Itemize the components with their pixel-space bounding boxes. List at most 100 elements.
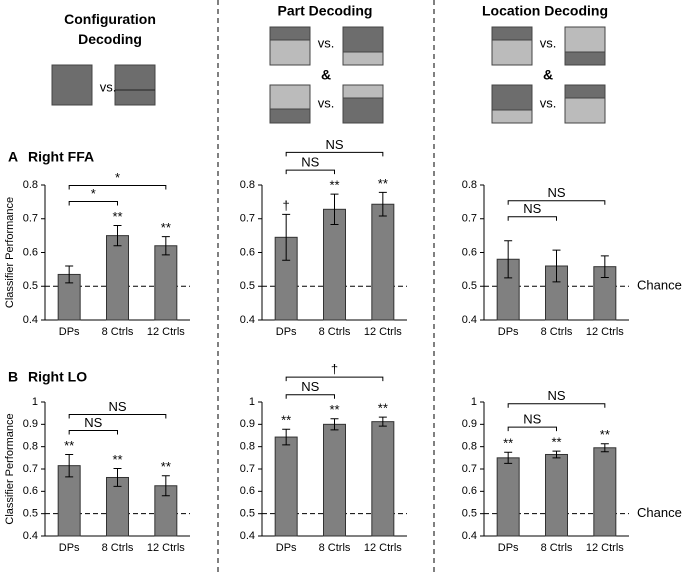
significance: ** <box>161 220 171 235</box>
chance-label: Chance <box>637 278 682 293</box>
significance: ** <box>378 401 388 416</box>
significance: ** <box>329 178 339 193</box>
bracket <box>68 429 118 435</box>
error-bar <box>65 453 74 478</box>
y-tick-label: 0.7 <box>23 463 38 475</box>
column-heading: Part Decoding <box>278 3 373 19</box>
significance: ** <box>600 427 610 442</box>
error-bar <box>113 468 122 487</box>
chance-label: Chance <box>637 505 682 520</box>
bracket <box>507 403 606 408</box>
bar <box>323 423 346 537</box>
y-tick-label: 0.8 <box>240 179 255 191</box>
bar <box>371 421 395 537</box>
y-tick-label: 0.6 <box>462 485 477 497</box>
bracket-label: † <box>331 362 338 377</box>
significance: ** <box>503 436 513 451</box>
x-tick-label: 8 Ctrls <box>541 326 573 338</box>
vs-text: vs. <box>318 95 335 110</box>
row-letter: B <box>8 369 18 385</box>
significance: ** <box>64 438 74 453</box>
error-bar <box>552 450 561 459</box>
significance: ** <box>112 452 122 467</box>
x-tick-label: 8 Ctrls <box>541 542 573 554</box>
bar <box>496 457 520 537</box>
vs-text: vs. <box>318 35 335 50</box>
bracket <box>285 376 384 382</box>
error-bar <box>161 475 170 497</box>
y-tick-label: 0.4 <box>240 530 255 542</box>
and-text: & <box>543 67 553 83</box>
and-text: & <box>321 67 331 83</box>
bracket-label: * <box>91 186 96 201</box>
bar <box>371 203 395 321</box>
vs-text: vs. <box>100 79 117 94</box>
y-tick-label: 0.4 <box>462 314 477 326</box>
y-axis-label: Classifier Performance <box>4 197 16 308</box>
x-tick-label: 12 Ctrls <box>586 326 624 338</box>
error-bar <box>161 236 170 256</box>
y-tick-label: 0.6 <box>23 246 38 258</box>
error-bar <box>600 255 609 278</box>
bracket-label: NS <box>301 379 319 394</box>
y-tick-label: 0.4 <box>240 314 255 326</box>
x-tick-label: 12 Ctrls <box>147 542 185 554</box>
x-tick-label: DPs <box>498 326 519 338</box>
y-tick-label: 0.9 <box>240 418 255 430</box>
error-bar <box>65 265 74 284</box>
row-letter: A <box>8 149 18 165</box>
y-tick-label: 0.5 <box>23 508 38 520</box>
bracket-label: * <box>115 170 120 185</box>
x-tick-label: DPs <box>276 326 297 338</box>
x-tick-label: 8 Ctrls <box>102 542 134 554</box>
row-name: Right LO <box>28 369 87 385</box>
bracket <box>507 426 557 432</box>
bracket <box>507 200 606 205</box>
bracket <box>285 151 384 157</box>
y-axis-label: Classifier Performance <box>4 413 16 524</box>
bar <box>274 436 298 537</box>
y-tick-label: 0.9 <box>23 418 38 430</box>
y-tick-label: 0.7 <box>240 213 255 225</box>
bracket-label: NS <box>523 412 541 427</box>
significance: ** <box>112 209 122 224</box>
y-tick-label: 1 <box>471 396 477 408</box>
y-tick-label: 0.7 <box>462 463 477 475</box>
x-tick-label: 8 Ctrls <box>319 326 351 338</box>
significance: ** <box>551 435 561 450</box>
y-tick-label: 0.5 <box>462 508 477 520</box>
y-tick-label: 0.5 <box>462 280 477 292</box>
x-tick-label: 12 Ctrls <box>364 542 402 554</box>
error-bar <box>282 428 291 446</box>
y-tick-label: 0.8 <box>462 179 477 191</box>
y-tick-label: 0.8 <box>23 179 38 191</box>
column-heading: Configuration Decoding <box>64 11 156 47</box>
y-tick-label: 1 <box>32 396 38 408</box>
y-tick-label: 0.5 <box>23 280 38 292</box>
bar <box>106 235 129 321</box>
error-bar <box>282 213 291 261</box>
x-tick-label: 12 Ctrls <box>364 326 402 338</box>
bracket-label: NS <box>547 185 565 200</box>
error-bar <box>600 443 609 453</box>
x-tick-label: DPs <box>59 542 80 554</box>
bracket <box>507 216 557 221</box>
y-tick-label: 0.6 <box>240 485 255 497</box>
bracket-label: NS <box>547 388 565 403</box>
y-tick-label: 0.5 <box>240 508 255 520</box>
y-tick-label: 0.8 <box>240 441 255 453</box>
bracket-label: NS <box>523 201 541 216</box>
vs-text: vs. <box>540 95 557 110</box>
y-tick-label: 1 <box>249 396 255 408</box>
x-tick-label: 12 Ctrls <box>147 326 185 338</box>
error-bar <box>330 193 339 225</box>
x-tick-label: 8 Ctrls <box>319 542 351 554</box>
bracket <box>68 413 167 419</box>
x-tick-label: DPs <box>59 326 80 338</box>
vs-text: vs. <box>540 35 557 50</box>
y-tick-label: 0.7 <box>462 213 477 225</box>
bar <box>593 447 617 537</box>
error-bar <box>552 249 561 283</box>
error-bar <box>113 225 122 247</box>
